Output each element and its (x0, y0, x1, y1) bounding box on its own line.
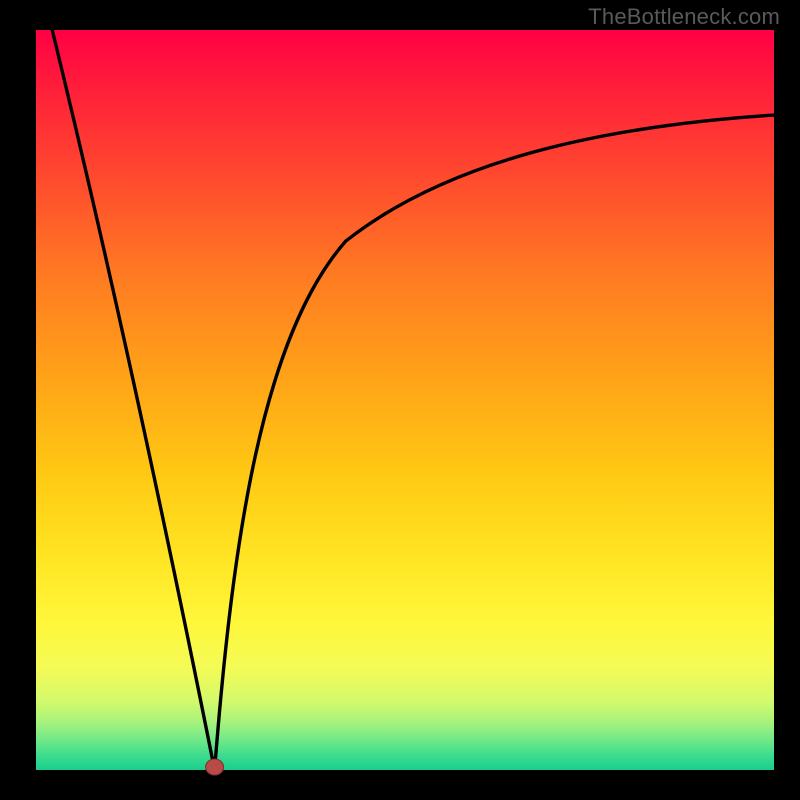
chart-stage: TheBottleneck.com (0, 0, 800, 800)
chart-svg (0, 0, 800, 800)
min-marker (206, 759, 224, 775)
plot-background (36, 30, 774, 770)
watermark-text: TheBottleneck.com (588, 4, 780, 30)
